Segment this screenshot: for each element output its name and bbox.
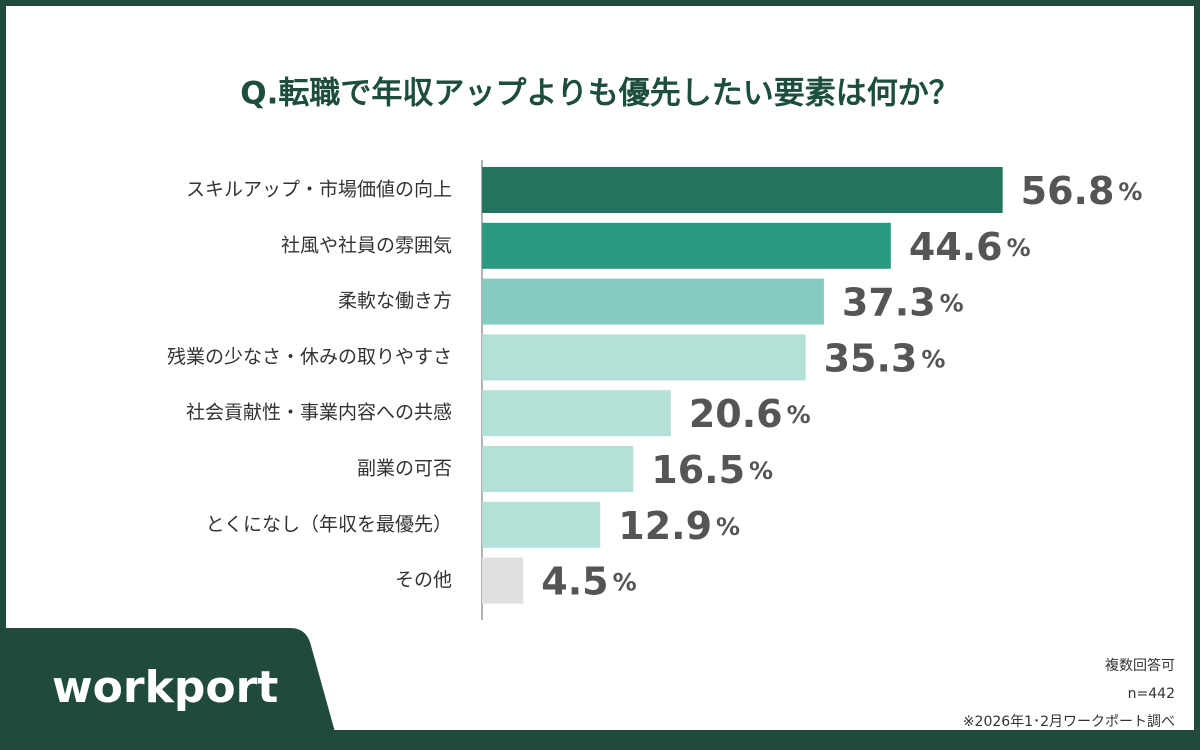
value-label: 56.8% — [1021, 169, 1143, 213]
value-unit: % — [1118, 178, 1142, 206]
note: 複数回答可 — [1105, 657, 1175, 674]
note: ※2026年1･2月ワークポート調べ — [963, 714, 1175, 730]
bar — [482, 501, 601, 548]
category-label: 副業の可否 — [357, 458, 452, 480]
value-unit: % — [1007, 234, 1031, 262]
value-unit: % — [940, 290, 964, 318]
bar — [482, 446, 634, 492]
logo: workport — [52, 662, 278, 713]
value-label: 35.3% — [824, 336, 946, 380]
value-label: 12.9% — [618, 503, 740, 547]
value-unit: % — [921, 345, 945, 373]
value-label: 37.3% — [842, 280, 964, 324]
category-label: その他 — [395, 569, 452, 591]
value-label: 4.5% — [541, 559, 636, 603]
value-label: 44.6% — [909, 224, 1031, 268]
value-unit: % — [613, 569, 637, 597]
category-label: とくになし（年収を最優先） — [206, 513, 452, 535]
value-number: 35.3 — [824, 336, 918, 380]
value-number: 4.5 — [541, 559, 608, 603]
bar — [482, 334, 806, 381]
value-number: 44.6 — [909, 224, 1003, 268]
value-number: 16.5 — [651, 448, 745, 492]
bar — [482, 557, 524, 604]
bar — [482, 167, 1003, 213]
bar — [482, 390, 671, 437]
value-unit: % — [749, 457, 773, 485]
logo-tab — [0, 628, 340, 750]
value-label: 16.5% — [651, 448, 773, 492]
value-number: 20.6 — [689, 392, 783, 436]
category-label: 柔軟な働き方 — [338, 290, 452, 312]
category-label: スキルアップ・市場価値の向上 — [186, 179, 452, 201]
value-unit: % — [716, 513, 740, 541]
category-label: 社会貢献性・事業内容への共感 — [186, 402, 452, 424]
value-number: 12.9 — [618, 503, 712, 547]
bar — [482, 222, 891, 269]
value-label: 20.6% — [689, 392, 811, 436]
category-label: 社風や社員の雰囲気 — [281, 234, 452, 256]
value-unit: % — [787, 401, 811, 429]
category-label: 残業の少なさ・休みの取りやすさ — [167, 346, 452, 368]
bar — [482, 278, 824, 325]
value-number: 56.8 — [1021, 169, 1115, 213]
value-number: 37.3 — [842, 280, 936, 324]
chart-title: Q.転職で年収アップよりも優先したい要素は何か？ — [240, 76, 960, 112]
note: n=442 — [1128, 686, 1175, 702]
